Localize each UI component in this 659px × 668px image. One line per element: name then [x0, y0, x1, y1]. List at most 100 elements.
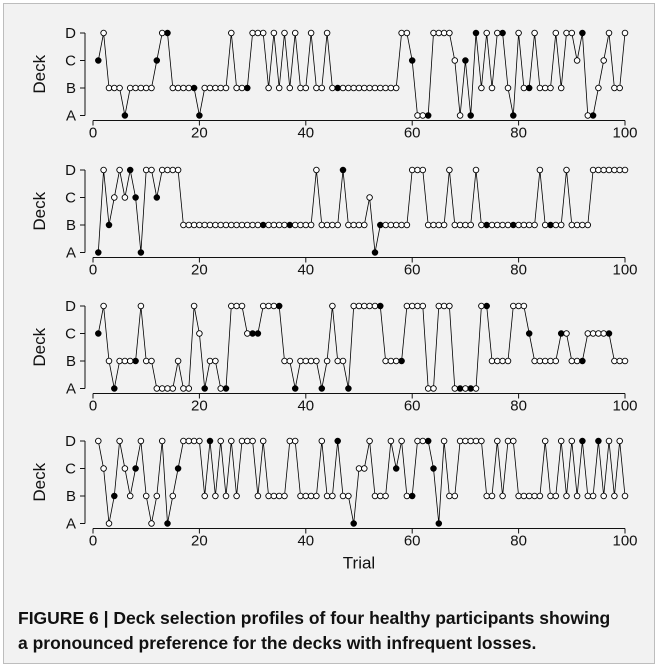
x-tick-label: 60	[404, 262, 421, 279]
trial-marker-open	[536, 166, 544, 174]
trial-marker-open	[233, 84, 240, 92]
trial-marker-open	[536, 492, 544, 500]
trial-marker-filled	[111, 385, 118, 392]
trial-marker-filled	[483, 302, 490, 310]
trial-marker-open	[217, 437, 224, 445]
y-tick-label: B	[66, 488, 76, 505]
trial-marker-open	[206, 357, 214, 365]
trial-marker-open	[472, 385, 480, 392]
trial-marker-open	[392, 357, 400, 365]
trial-marker-open	[297, 221, 304, 229]
trial-marker-open	[249, 437, 256, 445]
trial-marker-open	[419, 166, 427, 174]
trial-marker-open	[302, 492, 310, 500]
trial-marker-filled	[286, 221, 294, 229]
trial-marker-open	[387, 437, 395, 445]
trial-marker-open	[504, 357, 512, 365]
trial-marker-open	[621, 29, 629, 37]
trial-marker-open	[244, 221, 251, 229]
trial-marker-open	[142, 357, 150, 365]
y-tick-label: C	[65, 190, 76, 207]
trial-marker-filled	[499, 29, 506, 37]
y-axis-title: Deck	[30, 191, 49, 230]
trial-marker-open	[531, 492, 538, 500]
trial-marker-open	[414, 437, 421, 445]
y-tick-label: C	[65, 461, 76, 478]
trial-marker-open	[350, 221, 357, 229]
trial-marker-filled	[121, 112, 129, 119]
trial-marker-open	[307, 29, 315, 37]
trial-marker-open	[142, 84, 150, 92]
trial-marker-open	[563, 492, 570, 500]
trial-marker-open	[525, 492, 533, 500]
trial-marker-filled	[579, 357, 586, 365]
trial-marker-open	[520, 302, 528, 310]
trial-marker-open	[355, 221, 363, 229]
trial-marker-open	[291, 437, 299, 445]
trial-marker-open	[180, 437, 187, 445]
trial-marker-open	[228, 437, 235, 445]
trial-marker-open	[132, 84, 139, 92]
trial-marker-open	[446, 29, 453, 37]
trial-marker-filled	[275, 302, 283, 310]
trial-marker-open	[605, 29, 613, 37]
trial-marker-open	[265, 302, 272, 310]
trial-marker-filled	[547, 221, 554, 229]
trial-marker-open	[430, 385, 437, 392]
trial-marker-open	[265, 84, 272, 92]
trial-marker-open	[488, 221, 496, 229]
trial-marker-open	[105, 84, 113, 92]
trial-marker-open	[419, 437, 427, 445]
trial-marker-open	[281, 221, 288, 229]
trial-marker-open	[573, 221, 581, 229]
trial-marker-open	[302, 84, 310, 92]
trial-marker-open	[568, 437, 576, 445]
trial-marker-open	[334, 221, 341, 229]
trial-marker-filled	[132, 465, 139, 472]
trial-marker-open	[568, 221, 576, 229]
trial-marker-open	[584, 221, 592, 229]
trial-marker-open	[148, 84, 155, 92]
figure-caption: FIGURE 6 | Deck selection profiles of fo…	[18, 608, 610, 653]
trial-marker-open	[595, 166, 602, 174]
trial-marker-open	[541, 437, 549, 445]
trial-marker-open	[355, 465, 363, 472]
trial-marker-open	[531, 221, 538, 229]
trial-marker-open	[424, 385, 432, 392]
trial-marker-filled	[430, 465, 437, 472]
trial-marker-open	[589, 166, 597, 174]
trial-marker-open	[126, 357, 134, 365]
trial-marker-open	[126, 84, 134, 92]
trial-marker-filled	[371, 249, 379, 256]
trial-marker-open	[611, 166, 618, 174]
trial-marker-filled	[201, 385, 208, 392]
trial-marker-open	[217, 221, 224, 229]
trial-marker-filled	[334, 437, 341, 445]
trial-marker-open	[212, 221, 219, 229]
trial-marker-open	[297, 357, 304, 365]
trial-marker-open	[541, 84, 549, 92]
x-tick-label: 100	[612, 262, 637, 279]
trial-marker-open	[541, 221, 549, 229]
trial-marker-open	[121, 357, 129, 365]
trial-marker-open	[142, 492, 150, 500]
trial-marker-open	[451, 492, 459, 500]
trial-marker-open	[478, 84, 485, 92]
trial-marker-open	[462, 221, 469, 229]
trial-marker-open	[483, 29, 490, 37]
trial-marker-filled	[95, 57, 102, 64]
trial-marker-filled	[605, 330, 613, 337]
trial-marker-open	[169, 492, 177, 500]
trial-marker-open	[456, 437, 464, 445]
trial-marker-open	[265, 492, 272, 500]
trial-marker-open	[611, 492, 618, 500]
trial-marker-open	[472, 437, 480, 445]
trial-marker-open	[520, 221, 528, 229]
trial-marker-filled	[164, 29, 171, 37]
trial-marker-open	[286, 357, 294, 365]
trial-marker-filled	[424, 437, 432, 445]
trial-marker-open	[435, 221, 443, 229]
trial-marker-filled	[377, 221, 384, 229]
trial-marker-open	[584, 492, 592, 500]
